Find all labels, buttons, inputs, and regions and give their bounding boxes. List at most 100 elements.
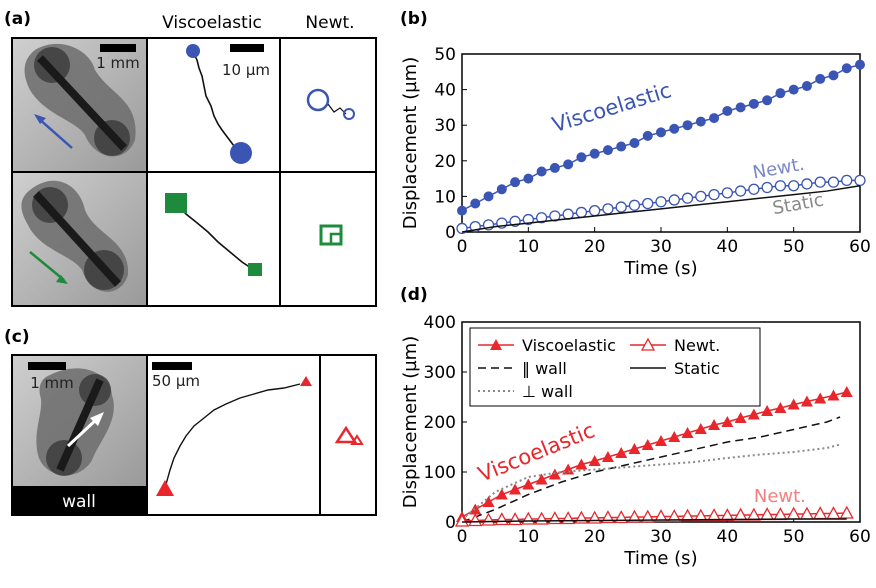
data-point bbox=[748, 183, 760, 195]
data-point bbox=[482, 496, 495, 507]
col-header-newt: Newt. bbox=[305, 13, 354, 33]
x-tick-label: 40 bbox=[717, 527, 739, 547]
data-point bbox=[734, 412, 747, 423]
data-point bbox=[602, 145, 613, 156]
annotation-newt: Newt. bbox=[754, 486, 806, 507]
legend-label: ‖ wall bbox=[522, 359, 567, 378]
data-point bbox=[681, 192, 694, 204]
data-point bbox=[762, 95, 773, 106]
x-tick-label: 40 bbox=[717, 237, 739, 257]
scale-label-a-um: 10 µm bbox=[222, 61, 270, 79]
data-point bbox=[495, 488, 508, 500]
x-tick-label: 30 bbox=[650, 527, 672, 547]
data-point bbox=[628, 443, 641, 454]
data-point bbox=[601, 451, 614, 462]
data-point bbox=[640, 509, 655, 523]
data-point bbox=[668, 431, 681, 442]
data-point bbox=[535, 473, 548, 485]
data-point bbox=[563, 159, 574, 170]
photo-a-bottom bbox=[13, 173, 146, 305]
data-point bbox=[641, 439, 654, 450]
data-point bbox=[734, 185, 747, 197]
data-point bbox=[841, 174, 853, 187]
legend-label: Newt. bbox=[674, 336, 720, 355]
panel-b-letter: (b) bbox=[400, 9, 428, 29]
data-point bbox=[695, 116, 706, 127]
x-axis-label: Time (s) bbox=[623, 258, 697, 279]
data-point bbox=[575, 206, 588, 219]
data-point bbox=[693, 508, 708, 522]
col-header-viscoelastic: Viscoelastic bbox=[162, 13, 262, 33]
scale-bar-a-um bbox=[230, 44, 264, 52]
legend-label: Viscoelastic bbox=[522, 336, 616, 355]
data-point bbox=[549, 162, 560, 173]
data-point bbox=[815, 73, 826, 84]
x-axis-label: Time (s) bbox=[623, 548, 697, 569]
panel-d-letter: (d) bbox=[400, 285, 428, 305]
annotation-viscoelastic: Viscoelastic bbox=[475, 418, 598, 486]
x-tick-label: 30 bbox=[650, 237, 672, 257]
data-point bbox=[774, 180, 787, 192]
data-point bbox=[708, 419, 721, 430]
y-tick-label: 30 bbox=[434, 116, 456, 136]
data-point bbox=[522, 478, 535, 490]
data-point bbox=[800, 395, 813, 407]
arrow-icon bbox=[66, 412, 104, 448]
data-point bbox=[642, 130, 653, 141]
data-point bbox=[706, 508, 722, 522]
series-line-2 bbox=[461, 443, 841, 521]
data-point bbox=[629, 138, 640, 148]
scale-bar-c-um bbox=[152, 362, 192, 370]
data-point bbox=[667, 509, 682, 523]
data-point bbox=[628, 199, 641, 211]
data-point bbox=[615, 201, 627, 213]
data-point bbox=[827, 389, 840, 401]
legend-label: Static bbox=[674, 359, 720, 378]
data-point bbox=[839, 505, 854, 519]
annotation-viscoelastic: Viscoelastic bbox=[549, 78, 674, 137]
y-tick-label: 200 bbox=[424, 413, 456, 433]
data-point bbox=[720, 508, 735, 522]
legend: Viscoelastic ‖ wall ⊥ wall Newt. Static bbox=[469, 327, 761, 407]
y-tick-label: 300 bbox=[424, 363, 456, 383]
data-point bbox=[840, 386, 853, 397]
y-tick-label: 400 bbox=[424, 313, 456, 333]
data-point bbox=[483, 191, 494, 202]
legend-label: ⊥ wall bbox=[522, 382, 573, 401]
data-point bbox=[695, 190, 707, 203]
data-point bbox=[588, 455, 601, 466]
data-point bbox=[642, 197, 654, 210]
x-tick-label: 20 bbox=[584, 527, 606, 547]
y-tick-label: 40 bbox=[434, 81, 456, 101]
data-point bbox=[855, 59, 865, 70]
trajectory-a-green bbox=[165, 193, 262, 276]
chart-d: 0 10 20 30 40 50 60 0 100 200 300 400 Time (s) Displa… bbox=[400, 313, 871, 569]
series-line-4 bbox=[461, 518, 847, 523]
panel-a-letter: (a) bbox=[4, 9, 31, 29]
x-tick-label: 10 bbox=[518, 527, 540, 547]
y-tick-label: 100 bbox=[424, 463, 456, 483]
x-tick-label: 20 bbox=[584, 237, 606, 257]
y-tick-label: 0 bbox=[445, 513, 456, 533]
y-tick-label: 20 bbox=[434, 152, 456, 172]
y-tick-label: 10 bbox=[434, 187, 456, 207]
series-line-2 bbox=[461, 184, 861, 233]
scale-label-a-mm: 1 mm bbox=[96, 54, 140, 72]
annotation-static: Static bbox=[771, 190, 825, 220]
data-point bbox=[735, 102, 746, 113]
data-point bbox=[562, 463, 575, 475]
arrow-icon bbox=[34, 114, 73, 149]
data-point bbox=[602, 203, 614, 215]
data-point bbox=[827, 176, 840, 188]
y-tick-label: 50 bbox=[434, 45, 456, 65]
data-point bbox=[468, 513, 483, 527]
data-point bbox=[708, 188, 720, 201]
data-point bbox=[510, 177, 521, 188]
data-point bbox=[655, 196, 667, 208]
data-point bbox=[721, 187, 733, 199]
data-point bbox=[761, 405, 774, 416]
data-point bbox=[694, 423, 707, 434]
y-axis-label: Displacement (µm) bbox=[400, 336, 421, 509]
data-point bbox=[748, 98, 759, 109]
data-point bbox=[523, 173, 534, 184]
